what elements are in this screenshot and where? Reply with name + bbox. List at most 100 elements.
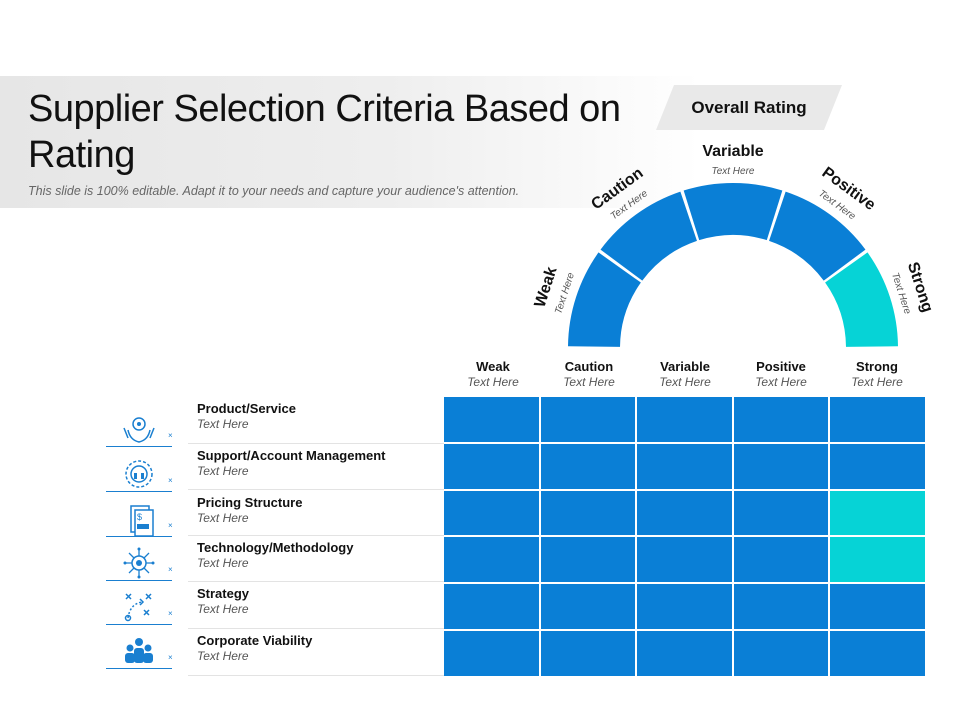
column-header-variable: Variable Text Here	[637, 358, 733, 390]
gauge-segment	[769, 191, 866, 281]
row-label-technology: Technology/Methodology Text Here	[197, 540, 353, 571]
icon-underline	[106, 624, 172, 625]
page-title: Supplier Selection Criteria Based on Rat…	[28, 88, 621, 176]
row-title: Product/Service	[197, 401, 296, 416]
row-divider	[188, 535, 444, 536]
row-sub: Text Here	[197, 511, 249, 525]
column-header-weak: Weak Text Here	[445, 358, 541, 390]
column-header-sub: Text Here	[851, 375, 903, 389]
icon-marker: ×	[168, 653, 173, 662]
column-header-label: Weak	[476, 359, 510, 374]
row-sub: Text Here	[197, 417, 249, 431]
team-group-icon	[106, 634, 176, 678]
rating-cell	[637, 443, 732, 489]
column-header-label: Positive	[756, 359, 806, 374]
column-header-strong: Strong Text Here	[829, 358, 925, 390]
row-label-product-service: Product/Service Text Here	[197, 401, 296, 432]
icon-underline	[106, 491, 172, 492]
gauge-segment	[600, 191, 697, 281]
column-header-label: Strong	[856, 359, 898, 374]
icon-marker: ×	[168, 565, 173, 574]
rating-cell	[733, 584, 829, 630]
rating-cell	[444, 584, 539, 630]
rating-cell	[540, 490, 636, 536]
gauge-sublabel: Text Here	[712, 166, 755, 177]
rating-cell	[444, 537, 539, 583]
row-sub: Text Here	[197, 602, 249, 616]
column-header-sub: Text Here	[467, 375, 519, 389]
icon-underline	[106, 668, 172, 669]
row-label-corporate-viability: Corporate Viability Text Here	[197, 633, 312, 664]
rating-cell	[444, 443, 539, 489]
rating-cell	[540, 397, 636, 442]
rating-matrix	[444, 397, 925, 676]
rating-cell	[830, 584, 925, 630]
icon-marker: ×	[168, 431, 173, 440]
row-divider	[188, 628, 444, 629]
gauge-segment	[568, 252, 641, 347]
rating-cell	[733, 490, 829, 536]
row-sub: Text Here	[197, 464, 249, 478]
rating-cell	[733, 397, 829, 442]
column-header-sub: Text Here	[563, 375, 615, 389]
rating-cell	[637, 631, 732, 676]
title-band	[0, 76, 700, 208]
icon-underline	[106, 536, 172, 537]
gauge-label: Variable	[702, 143, 763, 160]
gauge-segment	[683, 182, 783, 241]
row-label-strategy: Strategy Text Here	[197, 586, 249, 617]
rating-cell	[540, 631, 636, 676]
circuit-chip-icon	[106, 546, 176, 590]
overall-rating-label: Overall Rating	[691, 97, 807, 117]
rating-cell	[637, 537, 732, 583]
hands-gear-icon	[106, 412, 176, 456]
row-divider	[188, 581, 444, 582]
rating-cell	[540, 537, 636, 583]
row-title: Corporate Viability	[197, 633, 313, 648]
row-sub: Text Here	[197, 556, 249, 570]
row-divider	[188, 675, 444, 676]
rating-cell	[733, 443, 829, 489]
column-header-sub: Text Here	[755, 375, 807, 389]
rating-cell	[830, 443, 925, 489]
row-label-pricing: Pricing Structure Text Here	[197, 495, 302, 526]
row-sub: Text Here	[197, 649, 249, 663]
column-header-caution: Caution Text Here	[541, 358, 637, 390]
row-title: Strategy	[197, 586, 250, 601]
support-headset-icon	[106, 458, 176, 502]
icon-underline	[106, 446, 172, 447]
icon-marker: ×	[168, 609, 173, 618]
rating-cell	[540, 443, 636, 489]
rating-cell	[444, 397, 539, 442]
rating-cell	[733, 537, 829, 583]
gauge-segment	[825, 252, 898, 347]
svg-text:$: $	[137, 512, 142, 522]
row-label-support: Support/Account Management Text Here	[197, 448, 386, 479]
rating-cell	[830, 490, 925, 536]
icon-marker: ×	[168, 476, 173, 485]
column-header-label: Caution	[564, 359, 614, 374]
rating-cell	[637, 584, 732, 630]
page-subtitle: This slide is 100% editable. Adapt it to…	[28, 184, 520, 198]
rating-cell	[540, 584, 636, 630]
row-title: Pricing Structure	[197, 495, 303, 510]
overall-rating-tag: Overall Rating	[656, 85, 842, 130]
row-divider	[188, 443, 444, 444]
rating-cell	[733, 631, 829, 676]
rating-cell	[637, 490, 732, 536]
icon-underline	[106, 580, 172, 581]
column-header-sub: Text Here	[659, 375, 711, 389]
icon-marker: ×	[168, 521, 173, 530]
row-title: Support/Account Management	[197, 448, 386, 463]
rating-cell	[830, 397, 925, 442]
column-header-positive: Positive Text Here	[733, 358, 829, 390]
strategy-plan-icon	[106, 590, 176, 634]
row-divider	[188, 489, 444, 490]
price-document-icon: $	[106, 503, 176, 547]
column-header-label: Variable	[660, 359, 710, 374]
rating-cell	[830, 631, 925, 676]
rating-cell	[637, 397, 732, 442]
rating-cell	[444, 490, 539, 536]
row-title: Technology/Methodology	[197, 540, 354, 555]
